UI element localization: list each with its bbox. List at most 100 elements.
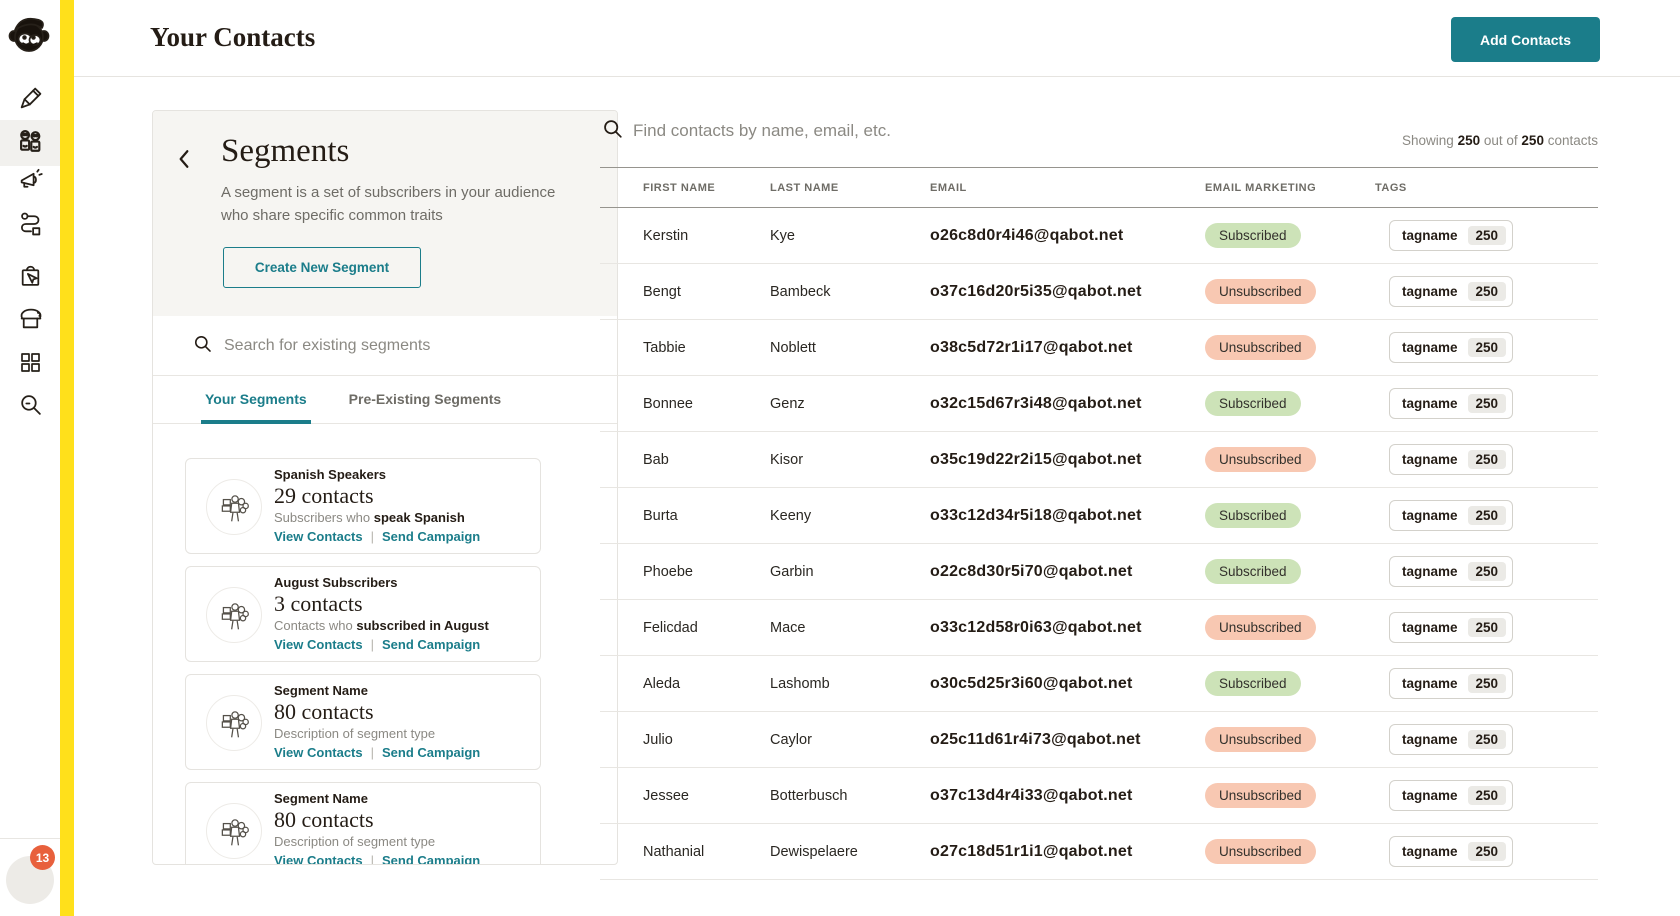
send-campaign-link[interactable]: Send Campaign: [382, 745, 481, 760]
tag-chip[interactable]: tagname 250: [1389, 500, 1514, 531]
mailchimp-logo-icon[interactable]: [8, 12, 50, 58]
segment-card-count: 80 contacts: [274, 699, 374, 724]
cell-email-marketing: Unsubscribed: [1205, 727, 1316, 752]
cell-tags: tagname 250: [1375, 836, 1514, 867]
cell-email: o27c18d51r1i1@qabot.net: [930, 842, 1133, 860]
column-header-tags: TAGS: [1375, 181, 1407, 194]
send-campaign-link[interactable]: Send Campaign: [382, 529, 481, 544]
sidebar-item-audience[interactable]: [0, 120, 60, 166]
bag-cursor-icon: [18, 263, 43, 293]
segment-card-description: Description of segment type: [274, 726, 436, 741]
table-row: Julio Caylor o25c11d61r4i73@qabot.net Un…: [600, 712, 1598, 768]
cell-email: o37c13d4r4i33@qabot.net: [930, 786, 1133, 804]
view-contacts-link[interactable]: View Contacts: [274, 745, 363, 760]
cell-email: o30c5d25r3i60@qabot.net: [930, 674, 1133, 692]
segment-illustration-icon: [206, 587, 262, 643]
sidebar-item-campaigns[interactable]: [0, 159, 60, 205]
tag-chip[interactable]: tagname 250: [1389, 556, 1514, 587]
column-header-first-name: FIRST NAME: [643, 181, 716, 194]
table-row: Bab Kisor o35c19d22r2i15@qabot.net Unsub…: [600, 432, 1598, 488]
tag-chip[interactable]: tagname 250: [1389, 612, 1514, 643]
megaphone-icon: [18, 167, 43, 197]
cell-tags: tagname 250: [1375, 444, 1514, 475]
tag-name: tagname: [1402, 788, 1458, 803]
create-new-segment-button[interactable]: Create New Segment: [223, 247, 421, 288]
sidebar-item-create[interactable]: [0, 78, 60, 124]
segment-card-title: Segment Name: [274, 683, 368, 698]
showing-middle: out of: [1483, 133, 1518, 148]
cell-first-name: Felicdad: [643, 619, 698, 636]
cell-tags: tagname 250: [1375, 388, 1514, 419]
cell-last-name: Keeny: [770, 507, 812, 524]
contacts-table-header: FIRST NAME LAST NAME EMAIL EMAIL MARKETI…: [600, 167, 1598, 208]
view-contacts-link[interactable]: View Contacts: [274, 529, 363, 544]
cell-email: o33c12d58r0i63@qabot.net: [930, 618, 1142, 636]
contacts-search-input[interactable]: [633, 121, 1053, 141]
showing-suffix: contacts: [1547, 133, 1598, 148]
tag-count: 250: [1467, 562, 1507, 581]
page-title: Your Contacts: [150, 22, 316, 52]
cell-tags: tagname 250: [1375, 668, 1514, 699]
segments-panel-header: Segments A segment is a set of subscribe…: [153, 111, 617, 316]
table-row: Nathanial Dewispelaere o27c18d51r1i1@qab…: [600, 824, 1598, 880]
segment-card-description: Description of segment type: [274, 834, 436, 849]
tag-name: tagname: [1402, 620, 1458, 635]
status-badge: Unsubscribed: [1205, 447, 1316, 472]
cell-tags: tagname 250: [1375, 500, 1514, 531]
link-separator: |: [370, 529, 375, 544]
tag-count: 250: [1467, 674, 1507, 693]
cell-first-name: Kerstin: [643, 227, 689, 244]
view-contacts-link[interactable]: View Contacts: [274, 853, 363, 865]
sidebar-item-automations[interactable]: [0, 203, 60, 249]
cell-tags: tagname 250: [1375, 556, 1514, 587]
segment-card-links: View Contacts | Send Campaign: [274, 637, 540, 652]
table-row: Tabbie Noblett o38c5d72r1i17@qabot.net U…: [600, 320, 1598, 376]
tag-chip[interactable]: tagname 250: [1389, 724, 1514, 755]
showing-prefix: Showing: [1402, 133, 1454, 148]
add-contacts-button[interactable]: Add Contacts: [1451, 17, 1600, 62]
send-campaign-link[interactable]: Send Campaign: [382, 637, 481, 652]
sidebar-item-search[interactable]: [0, 384, 60, 430]
left-sidebar: 13: [0, 0, 60, 916]
segment-card: Spanish Speakers 29 contacts Subscribers…: [185, 458, 541, 554]
tag-chip[interactable]: tagname 250: [1389, 836, 1514, 867]
notification-badge: 13: [30, 845, 55, 870]
back-chevron-icon[interactable]: [177, 149, 197, 171]
view-contacts-link[interactable]: View Contacts: [274, 637, 363, 652]
segments-search-input[interactable]: [224, 336, 564, 355]
cell-email: o32c15d67r3i48@qabot.net: [930, 394, 1142, 412]
status-badge: Subscribed: [1205, 223, 1301, 248]
status-badge: Unsubscribed: [1205, 727, 1316, 752]
tag-chip[interactable]: tagname 250: [1389, 668, 1514, 699]
tag-chip[interactable]: tagname 250: [1389, 276, 1514, 307]
top-bar: Your Contacts Add Contacts: [74, 0, 1680, 77]
segment-card: Segment Name 80 contacts Description of …: [185, 674, 541, 770]
cell-last-name: Kye: [770, 227, 795, 244]
segments-panel: Segments A segment is a set of subscribe…: [152, 110, 618, 865]
cell-last-name: Dewispelaere: [770, 843, 858, 860]
tag-chip[interactable]: tagname 250: [1389, 780, 1514, 811]
showing-shown: 250: [1457, 133, 1481, 148]
sidebar-item-store[interactable]: [0, 299, 60, 345]
tag-chip[interactable]: tagname 250: [1389, 332, 1514, 363]
sidebar-item-website[interactable]: [0, 255, 60, 301]
pencil-icon: [18, 86, 43, 116]
segment-card-links: View Contacts | Send Campaign: [274, 853, 540, 865]
tag-count: 250: [1467, 282, 1507, 301]
tab-pre-existing-segments[interactable]: Pre-Existing Segments: [348, 391, 502, 407]
tab-your-segments[interactable]: Your Segments: [201, 376, 311, 424]
status-badge: Subscribed: [1205, 671, 1301, 696]
cell-email-marketing: Subscribed: [1205, 559, 1301, 584]
tag-chip[interactable]: tagname 250: [1389, 220, 1514, 251]
tag-chip[interactable]: tagname 250: [1389, 444, 1514, 475]
cell-email-marketing: Unsubscribed: [1205, 615, 1316, 640]
send-campaign-link[interactable]: Send Campaign: [382, 853, 481, 865]
search-icon: [18, 392, 43, 422]
sidebar-item-integrations[interactable]: [0, 341, 60, 387]
cell-last-name: Kisor: [770, 451, 804, 468]
tag-chip[interactable]: tagname 250: [1389, 388, 1514, 419]
tag-count: 250: [1467, 618, 1507, 637]
contacts-search: [602, 118, 1053, 144]
cell-first-name: Julio: [643, 731, 673, 748]
tag-name: tagname: [1402, 732, 1458, 747]
